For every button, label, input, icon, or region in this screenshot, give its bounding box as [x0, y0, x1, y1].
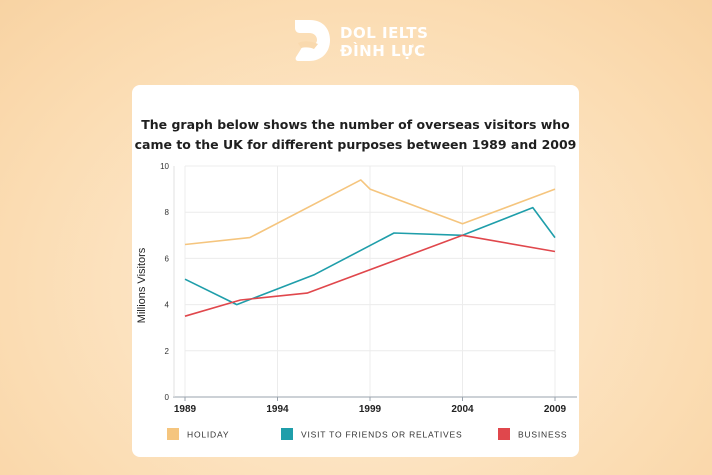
series-lines [184, 179, 556, 317]
y-tick-label: 8 [165, 208, 170, 217]
y-axis-label: Millions Visitors [136, 247, 148, 323]
y-tick-label: 0 [165, 393, 170, 402]
brand-name: DOL IELTS [340, 24, 429, 42]
brand-header: DOL IELTS ĐÌNH LỰC [292, 16, 432, 66]
chart-title: The graph below shows the number of over… [132, 115, 579, 155]
legend-swatch [281, 428, 293, 440]
series-line-2 [184, 234, 556, 317]
grid-lines [184, 165, 556, 397]
brand-subname: ĐÌNH LỰC [340, 42, 426, 60]
y-tick-label: 10 [160, 162, 169, 171]
y-tick-labels: 0 2 4 6 8 10 [160, 162, 169, 402]
x-tick-label: 2004 [451, 404, 474, 415]
series-line-1 [184, 206, 556, 306]
legend-swatch [167, 428, 179, 440]
legend-swatch [498, 428, 510, 440]
x-tick-label: 1989 [174, 404, 197, 415]
y-tick-label: 6 [165, 254, 170, 263]
x-tick-labels: 1989 1994 1999 2004 2009 [174, 397, 567, 415]
y-tick-label: 2 [165, 347, 170, 356]
line-chart: 0 2 4 6 8 10 1989 1994 1999 2004 2009 Millions Vi… [136, 162, 577, 440]
legend-label: BUSINESS [518, 430, 567, 440]
legend-label: HOLIDAY [187, 430, 229, 440]
legend: HOLIDAY VISIT TO FRIENDS OR RELATIVES BUSI… [167, 428, 567, 440]
x-tick-label: 2009 [544, 404, 567, 415]
legend-label: VISIT TO FRIENDS OR RELATIVES [301, 430, 462, 440]
series-line-0 [184, 179, 556, 246]
chart-card: The graph below shows the number of over… [132, 85, 579, 457]
x-tick-label: 1999 [359, 404, 382, 415]
dol-logo-icon [295, 20, 330, 61]
chart-title-line-1: The graph below shows the number of over… [141, 117, 570, 132]
y-tick-label: 4 [165, 301, 170, 310]
x-tick-label: 1994 [266, 404, 289, 415]
chart-title-line-2: came to the UK for different purposes be… [134, 137, 577, 152]
axes [173, 166, 577, 398]
